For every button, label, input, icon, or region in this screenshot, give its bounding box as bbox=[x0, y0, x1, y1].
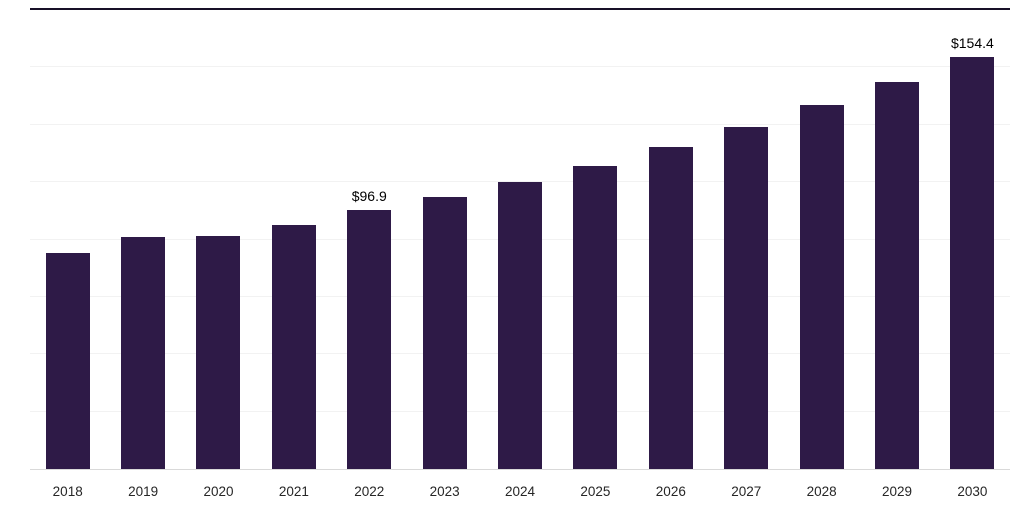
bar-2030 bbox=[950, 56, 995, 469]
x-axis-label-2029: 2029 bbox=[881, 483, 913, 499]
x-axis-label-2022: 2022 bbox=[354, 483, 385, 499]
bar-chart: $96.9 $154.4 2018 2019 2020 2021 2022 2023 2024… bbox=[30, 8, 1010, 512]
bar-2018 bbox=[45, 252, 90, 469]
bars-container: $96.9 $154.4 bbox=[30, 10, 1010, 469]
bar-2029 bbox=[874, 82, 919, 469]
bar-2023 bbox=[422, 197, 467, 469]
bar-slot-2019 bbox=[105, 10, 180, 469]
bar-slot-2021 bbox=[256, 10, 331, 469]
bar-slot-2020 bbox=[181, 10, 256, 469]
bar-2025 bbox=[573, 166, 618, 469]
bar-slot-2024 bbox=[482, 10, 557, 469]
x-axis: 2018 2019 2020 2021 2022 2023 2024 2025 2026 2027… bbox=[30, 470, 1010, 512]
x-axis-label-2021: 2021 bbox=[278, 483, 309, 499]
gridline bbox=[30, 123, 1010, 125]
bar-slot-2026 bbox=[633, 10, 708, 469]
bar-2027 bbox=[724, 126, 769, 469]
bar-value-label-2022: $96.9 bbox=[351, 188, 387, 205]
gridline bbox=[30, 181, 1010, 183]
bar-slot-2030: $154.4 bbox=[935, 10, 1010, 469]
bar-slot-2018 bbox=[30, 10, 105, 469]
bar-slot-2027 bbox=[709, 10, 784, 469]
plot-area: $96.9 $154.4 bbox=[30, 8, 1010, 470]
bar-slot-2029 bbox=[859, 10, 934, 469]
bar-slot-2022: $96.9 bbox=[332, 10, 407, 469]
bar-2021 bbox=[271, 224, 316, 469]
bar-2022 bbox=[347, 210, 392, 469]
x-axis-label-2018: 2018 bbox=[52, 483, 83, 499]
x-axis-label-2023: 2023 bbox=[429, 483, 460, 499]
x-axis-label-2024: 2024 bbox=[505, 483, 536, 499]
bar-2026 bbox=[648, 146, 693, 469]
bar-slot-2028 bbox=[784, 10, 859, 469]
bar-2019 bbox=[121, 237, 166, 469]
x-axis-label-2020: 2020 bbox=[203, 483, 234, 499]
x-axis-label-2027: 2027 bbox=[731, 483, 762, 499]
bar-2024 bbox=[498, 182, 543, 469]
gridline bbox=[30, 66, 1010, 68]
x-axis-label-2025: 2025 bbox=[580, 483, 611, 499]
x-axis-label-2028: 2028 bbox=[806, 483, 837, 499]
x-axis-label-2019: 2019 bbox=[128, 483, 159, 499]
x-axis-label-2026: 2026 bbox=[655, 483, 686, 499]
bar-2028 bbox=[799, 105, 844, 469]
bar-slot-2023 bbox=[407, 10, 482, 469]
bar-slot-2025 bbox=[558, 10, 633, 469]
bar-2020 bbox=[196, 236, 241, 469]
x-axis-label-2030: 2030 bbox=[957, 483, 988, 499]
bar-value-label-2030: $154.4 bbox=[950, 34, 994, 51]
